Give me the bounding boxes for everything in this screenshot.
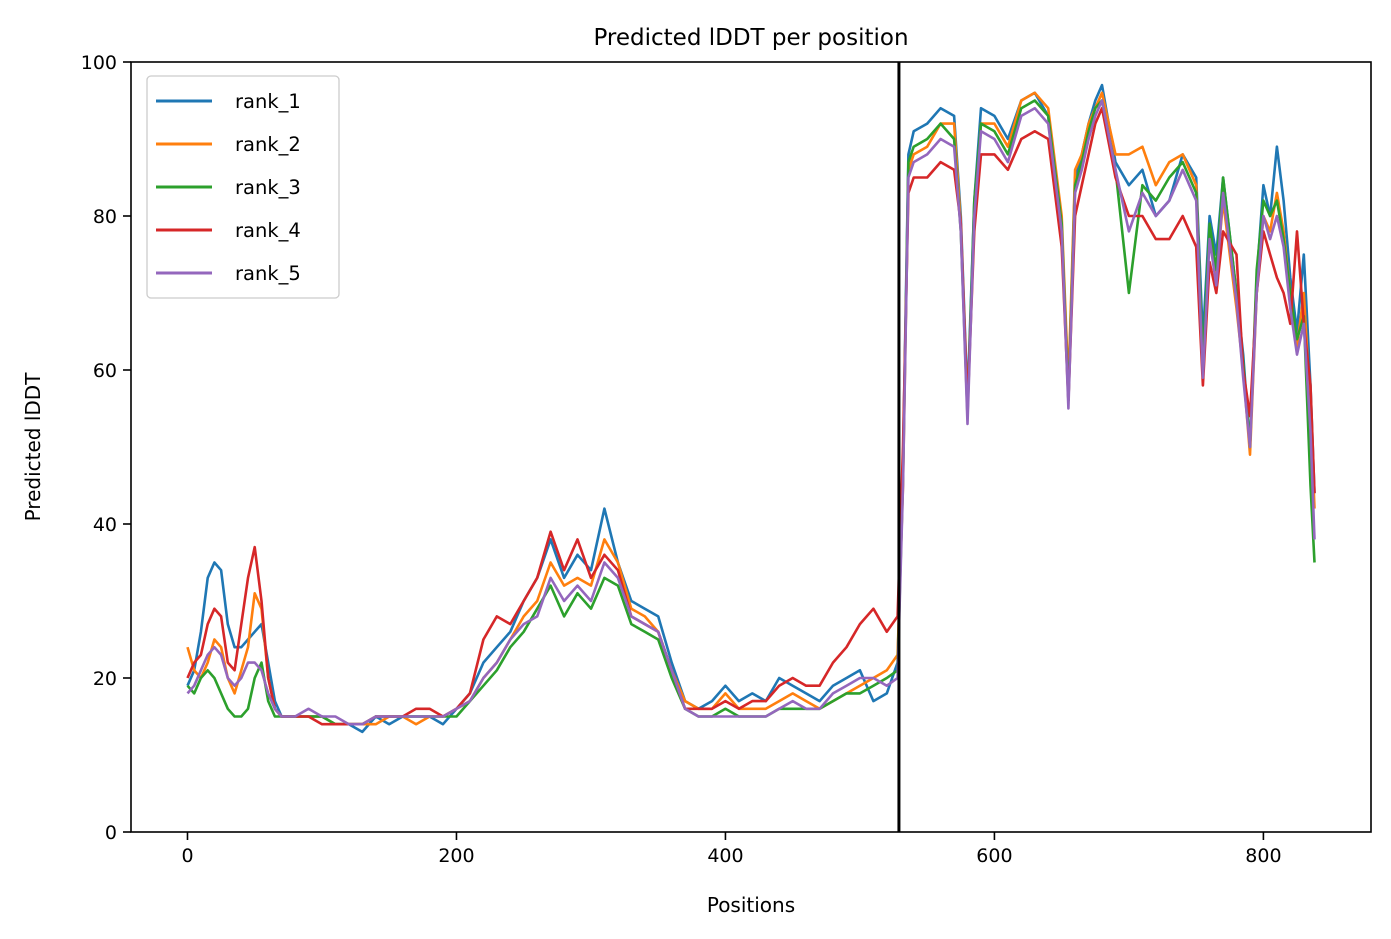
legend: rank_1 rank_2 rank_3 rank_4 rank_5 [146, 75, 340, 299]
legend-label-rank-5: rank_5 [235, 262, 301, 285]
legend-items: rank_1 rank_2 rank_3 rank_4 rank_5 [156, 90, 301, 285]
legend-label-rank-3: rank_3 [235, 176, 301, 199]
x-axis-title: Positions [707, 893, 795, 917]
x-tick-label: 0 [181, 845, 193, 867]
y-axis-title: Predicted lDDT [21, 372, 45, 522]
series-line-rank-4 [186, 106, 1316, 726]
y-tick-label: 40 [93, 514, 117, 536]
legend-label-rank-2: rank_2 [235, 133, 301, 156]
series-group [186, 83, 1316, 734]
x-tick-label: 200 [438, 845, 474, 867]
y-tick-label: 20 [93, 668, 117, 690]
y-tick-label: 60 [93, 360, 117, 382]
plot-frame [130, 61, 1372, 833]
chart-title: Predicted lDDT per position [593, 25, 908, 51]
legend-box [146, 75, 340, 299]
series-line-rank-5 [186, 99, 1316, 726]
y-axis: 0 20 40 60 80 100 [81, 52, 131, 844]
x-axis: 0 200 400 600 800 [181, 832, 1282, 867]
y-tick-label: 100 [81, 52, 117, 74]
x-tick-label: 600 [976, 845, 1012, 867]
legend-label-rank-1: rank_1 [235, 90, 301, 113]
y-tick-label: 80 [93, 206, 117, 228]
x-tick-label: 400 [707, 845, 743, 867]
x-tick-label: 800 [1245, 845, 1281, 867]
legend-label-rank-4: rank_4 [235, 219, 301, 242]
y-tick-label: 0 [105, 822, 117, 844]
